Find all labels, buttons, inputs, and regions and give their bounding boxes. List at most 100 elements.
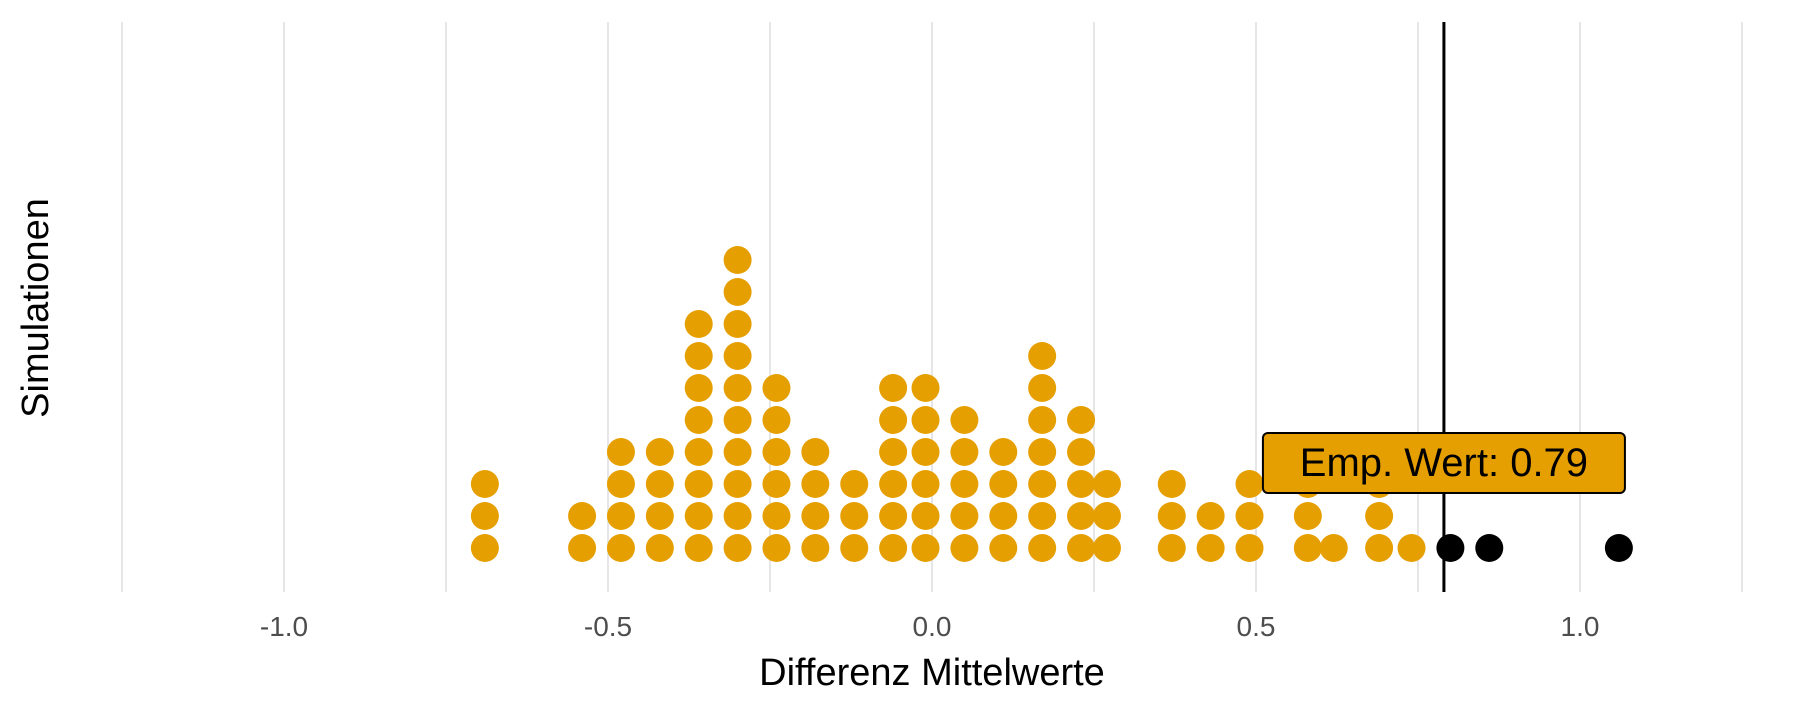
dot [723,470,752,498]
dot [723,534,752,562]
dot [762,502,791,530]
dot [723,246,752,274]
dots [470,246,1633,562]
dot [1067,502,1096,530]
y-axis-title: Simulationen [15,198,57,418]
dot [684,534,713,562]
dot [1092,502,1121,530]
dot [1092,470,1121,498]
dot [950,470,979,498]
dot [723,342,752,370]
dot [606,438,635,466]
dot [989,502,1018,530]
dot [1067,534,1096,562]
dot [723,374,752,402]
dot [723,310,752,338]
dot [1028,374,1057,402]
x-tick-label: -0.5 [584,611,632,642]
dot [1235,470,1264,498]
dot [645,502,674,530]
dot [840,534,869,562]
dot [911,502,940,530]
dot [1397,534,1426,562]
dot [989,438,1018,466]
x-axis-title: Differenz Mittelwerte [759,652,1105,694]
dot [1365,502,1394,530]
dot [1196,502,1225,530]
dot [1067,470,1096,498]
dot [989,470,1018,498]
dot [1157,470,1186,498]
dot [1028,438,1057,466]
dot [911,438,940,466]
dot [470,502,499,530]
dot [911,406,940,434]
dot [879,406,908,434]
dot [840,470,869,498]
dot [911,470,940,498]
dot [684,374,713,402]
dot [645,438,674,466]
dot [801,534,830,562]
dot [1067,438,1096,466]
dot [911,534,940,562]
dot [684,310,713,338]
dot [1293,534,1322,562]
annotation-box [1261,432,1626,494]
grid-lines [121,22,1743,592]
dot [470,534,499,562]
dot [568,534,597,562]
dot [762,406,791,434]
dot [879,502,908,530]
dot [1604,534,1633,562]
dot [1028,502,1057,530]
dot [568,502,597,530]
dot [723,438,752,466]
dot [1196,534,1225,562]
dot [1293,502,1322,530]
dot [911,374,940,402]
dot [606,470,635,498]
dot [801,502,830,530]
dot [879,534,908,562]
dot [723,406,752,434]
x-tick-label: 1.0 [1561,611,1600,642]
dot [723,278,752,306]
x-tick-label: 0.5 [1237,611,1276,642]
dot [1028,470,1057,498]
dot [1235,502,1264,530]
dot [950,502,979,530]
dot [645,534,674,562]
dot [1092,534,1121,562]
dot [1157,534,1186,562]
dot [801,470,830,498]
dot [801,438,830,466]
dot [950,534,979,562]
dot [606,502,635,530]
dot [1235,534,1264,562]
dot [879,470,908,498]
dot [1067,406,1096,434]
dot [684,470,713,498]
dot [645,470,674,498]
dot [762,470,791,498]
dot [762,438,791,466]
dot [1028,406,1057,434]
dot [840,502,869,530]
dot [1475,534,1504,562]
dot [470,470,499,498]
dot [1319,534,1348,562]
dot [1436,534,1465,562]
dot [606,534,635,562]
x-tick-labels: -1.0 -0.5 0.0 0.5 1.0 [260,611,1600,642]
dot [1028,534,1057,562]
dot [762,374,791,402]
dot [723,502,752,530]
x-tick-label: 0.0 [913,611,952,642]
dot [1365,534,1394,562]
dot [684,342,713,370]
dot [989,534,1018,562]
dot [950,438,979,466]
annotation-label: Emp. Wert: 0.79 [1300,441,1588,485]
dot [762,534,791,562]
